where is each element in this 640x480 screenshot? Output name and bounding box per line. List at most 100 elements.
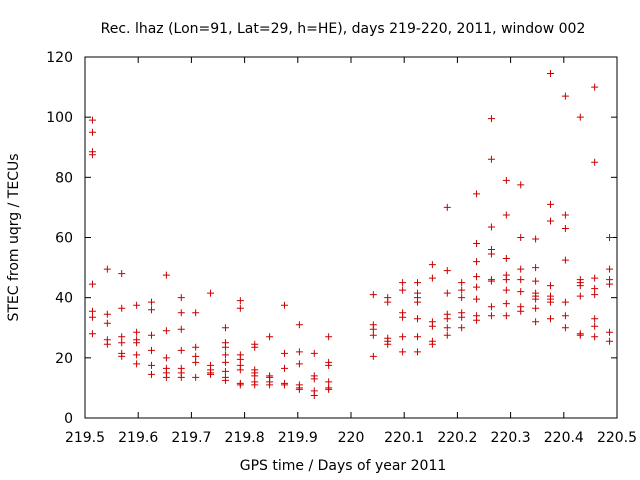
- data-point-marker: [207, 370, 215, 378]
- data-point-marker: [118, 352, 126, 360]
- data-point-marker: [443, 289, 451, 297]
- data-point-marker: [532, 277, 540, 285]
- data-point-marker: [414, 348, 421, 356]
- data-point-marker: [88, 280, 96, 288]
- data-point-marker: [251, 343, 259, 351]
- data-point-marker: [428, 274, 436, 282]
- data-point-marker: [428, 340, 436, 348]
- data-point-marker: [221, 324, 229, 332]
- y-tick-label: 80: [55, 170, 73, 186]
- data-point-marker: [502, 286, 510, 294]
- data-point-marker: [399, 348, 407, 356]
- axis-ticks: 219.5 219.6 219.7 219.8 219.9 220 220.1 220.2 22…: [46, 50, 637, 446]
- data-point-marker: [458, 294, 466, 302]
- data-point-marker: [591, 83, 599, 91]
- data-point-marker: [547, 315, 554, 323]
- data-point-marker: [369, 352, 377, 360]
- data-point-marker: [561, 224, 569, 232]
- data-point-marker: [192, 309, 200, 317]
- data-point-marker: [487, 155, 495, 163]
- data-point-marker: [443, 267, 451, 275]
- data-point-marker: [576, 113, 584, 121]
- data-point-marker: [133, 351, 141, 359]
- data-point-marker: [443, 203, 451, 211]
- data-point-marker: [487, 277, 495, 285]
- x-tick-label: 219.7: [171, 430, 211, 446]
- y-tick-label: 100: [46, 110, 73, 126]
- data-point-marker: [384, 298, 392, 306]
- data-point-marker: [547, 282, 554, 290]
- data-point-marker: [399, 313, 407, 321]
- x-tick-label: 220.2: [437, 430, 477, 446]
- data-point-marker: [399, 286, 407, 294]
- data-point-marker: [502, 176, 510, 184]
- data-point-marker: [576, 282, 584, 290]
- data-point-marker: [103, 265, 111, 273]
- data-point-marker: [295, 348, 303, 356]
- data-point-marker: [487, 250, 495, 258]
- data-point-marker: [532, 318, 540, 326]
- data-point-marker: [502, 312, 510, 320]
- data-point-marker: [325, 333, 333, 341]
- data-point-marker: [532, 295, 540, 303]
- data-point-marker: [133, 301, 141, 309]
- data-point-marker: [561, 211, 569, 219]
- data-point-marker: [369, 331, 377, 339]
- data-point-marker: [221, 367, 229, 375]
- y-axis-label: STEC from uqrg / TECUs: [6, 153, 22, 321]
- data-point-marker: [458, 313, 466, 321]
- data-point-marker: [517, 276, 525, 284]
- data-point-marker: [162, 327, 170, 335]
- data-point-marker: [591, 322, 599, 330]
- data-point-marker: [251, 381, 259, 389]
- data-point-marker: [591, 158, 599, 166]
- data-point-marker: [310, 375, 318, 383]
- data-point-marker: [148, 306, 155, 314]
- data-point-marker: [547, 217, 554, 225]
- data-point-marker: [103, 340, 111, 348]
- data-point-marker: [281, 301, 288, 309]
- data-point-marker: [369, 291, 377, 299]
- data-point-marker: [177, 294, 185, 302]
- data-point-marker: [281, 381, 288, 389]
- data-points: [88, 70, 614, 399]
- data-point-marker: [547, 70, 554, 78]
- data-point-marker: [606, 265, 614, 273]
- y-tick-label: 0: [64, 411, 73, 427]
- data-point-marker: [487, 303, 495, 311]
- data-point-marker: [88, 151, 96, 159]
- data-point-marker: [148, 361, 155, 369]
- data-point-marker: [221, 351, 229, 359]
- data-point-marker: [148, 298, 155, 306]
- data-point-marker: [221, 376, 229, 384]
- data-point-marker: [192, 343, 200, 351]
- data-point-marker: [428, 261, 436, 269]
- data-point-marker: [118, 304, 126, 312]
- data-point-marker: [192, 373, 200, 381]
- data-point-marker: [517, 307, 525, 315]
- data-point-marker: [473, 258, 481, 266]
- data-point-marker: [325, 361, 333, 369]
- data-point-marker: [384, 340, 392, 348]
- data-point-marker: [473, 273, 481, 281]
- x-tick-label: 219.5: [65, 430, 105, 446]
- data-point-marker: [473, 283, 481, 291]
- x-tick-label: 220.5: [597, 430, 637, 446]
- data-point-marker: [547, 200, 554, 208]
- data-point-marker: [310, 391, 318, 399]
- data-point-marker: [532, 304, 540, 312]
- data-point-marker: [502, 276, 510, 284]
- data-point-marker: [310, 349, 318, 357]
- data-point-marker: [88, 128, 96, 136]
- data-point-marker: [517, 234, 525, 241]
- data-point-marker: [487, 223, 495, 231]
- data-point-marker: [88, 116, 96, 124]
- data-point-marker: [221, 358, 229, 366]
- data-point-marker: [473, 190, 481, 198]
- data-point-marker: [118, 270, 126, 278]
- data-point-marker: [414, 279, 421, 287]
- x-tick-label: 219.8: [225, 430, 265, 446]
- data-point-marker: [148, 331, 155, 339]
- data-point-marker: [399, 333, 407, 341]
